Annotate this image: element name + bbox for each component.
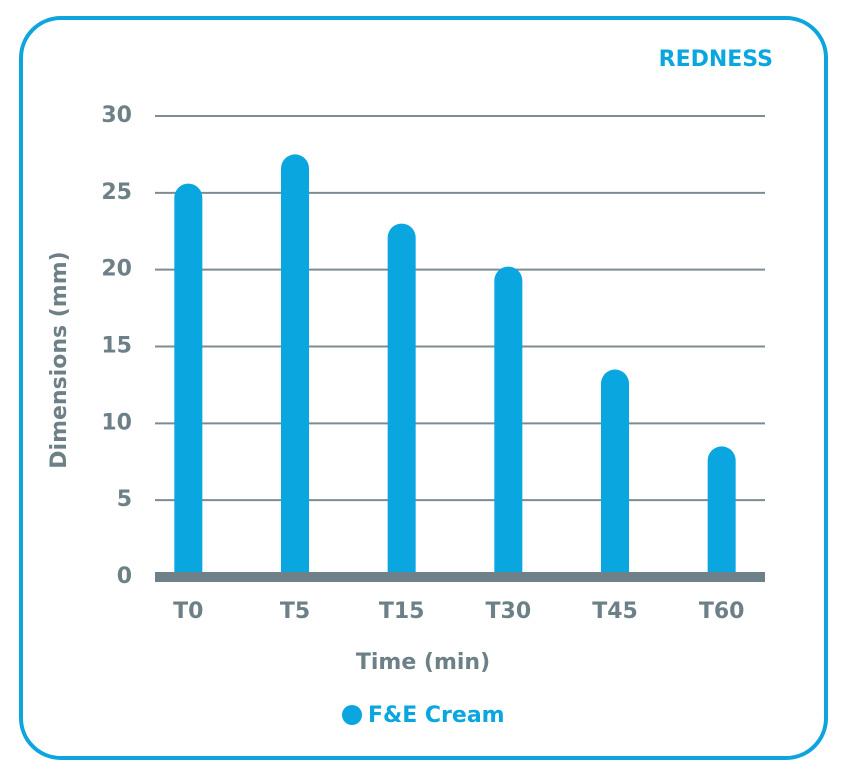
legend-label: F&E Cream (368, 703, 505, 728)
x-tick-label: T60 (699, 599, 745, 624)
bar (601, 369, 629, 577)
bar (281, 154, 309, 577)
x-tick-label: T45 (592, 599, 638, 624)
bar (387, 223, 416, 578)
x-tick-label: T15 (379, 599, 425, 624)
y-tick-label: 0 (117, 564, 132, 589)
chart-title: REDNESS (659, 47, 773, 72)
y-axis-label: Dimensions (mm) (47, 251, 72, 468)
y-tick-label: 15 (101, 334, 132, 359)
frame (19, 16, 828, 760)
y-tick-label: 20 (101, 257, 132, 282)
x-tick-label: T5 (280, 599, 310, 624)
baseline (155, 572, 765, 582)
legend-swatch (342, 705, 362, 725)
x-tick-label: T30 (486, 599, 532, 624)
y-tick-label: 25 (101, 180, 132, 205)
y-tick-label: 10 (101, 410, 132, 435)
y-tick-label: 30 (101, 103, 132, 128)
bar (174, 183, 203, 577)
y-tick-label: 5 (117, 487, 132, 512)
x-axis-label: Time (min) (356, 650, 490, 675)
x-tick-label: T0 (173, 599, 203, 624)
bar (707, 446, 736, 577)
bar (494, 266, 523, 577)
